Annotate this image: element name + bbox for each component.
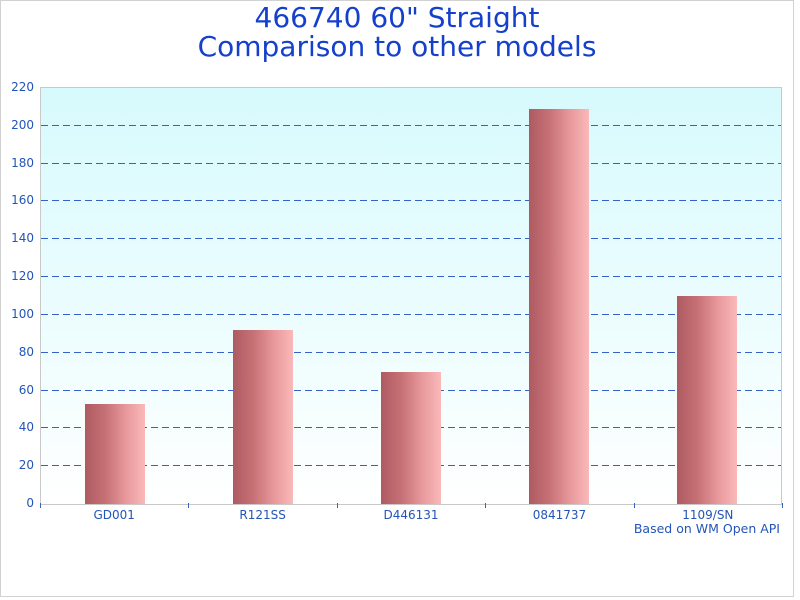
plot-area xyxy=(40,87,782,505)
y-axis-label: 100 xyxy=(11,306,34,321)
chart-title-line1: 466740 60" Straight xyxy=(254,1,540,34)
chart-title-line2: Comparison to other models xyxy=(197,30,597,63)
bar-GD001 xyxy=(85,403,145,504)
x-axis-tick xyxy=(336,503,338,508)
x-axis-tick xyxy=(633,503,635,508)
x-axis-tick xyxy=(782,503,783,508)
x-axis-label: GD001 xyxy=(93,508,135,522)
x-axis-tick xyxy=(188,503,190,508)
x-axis-label: D446131 xyxy=(383,508,439,522)
gridline xyxy=(41,313,781,315)
y-axis-label: 40 xyxy=(18,420,34,435)
gridline xyxy=(41,200,781,202)
gridline xyxy=(41,162,781,164)
bar-R121SS xyxy=(233,330,293,504)
y-axis-label: 220 xyxy=(11,80,34,94)
y-axis-label: 180 xyxy=(11,155,34,170)
x-axis-ticks xyxy=(40,503,783,508)
y-axis-label: 160 xyxy=(11,193,34,208)
footer-caption: Based on WM Open API xyxy=(633,521,780,536)
y-axis-label: 120 xyxy=(11,269,34,284)
y-axis-label: 140 xyxy=(11,231,34,246)
y-axis-label: 0 xyxy=(26,496,34,510)
gridline xyxy=(41,238,781,240)
y-axis-label: 200 xyxy=(11,117,34,132)
bar-D446131 xyxy=(381,371,441,504)
x-axis-tick xyxy=(485,503,487,508)
x-axis-label: 1109/SN xyxy=(682,508,734,522)
y-axis-label: 60 xyxy=(18,382,34,397)
gridline xyxy=(41,124,781,126)
gridline xyxy=(41,276,781,278)
y-axis-label: 20 xyxy=(18,458,34,473)
x-axis-label: R121SS xyxy=(239,508,286,522)
x-axis-tick xyxy=(40,503,41,508)
y-axis-labels: 0 20 40 60 80 100 120 140 160 180 200 220 xyxy=(1,81,34,509)
gridline xyxy=(41,351,781,353)
y-axis-label: 80 xyxy=(18,344,34,359)
bar-0841737 xyxy=(529,108,589,504)
x-axis-label: 0841737 xyxy=(532,508,587,522)
x-axis-labels: GD001 R121SS D446131 0841737 1109/SN xyxy=(40,508,782,522)
bar-1109/SN xyxy=(677,296,737,504)
chart-title: 466740 60" Straight Comparison to other … xyxy=(1,3,793,61)
